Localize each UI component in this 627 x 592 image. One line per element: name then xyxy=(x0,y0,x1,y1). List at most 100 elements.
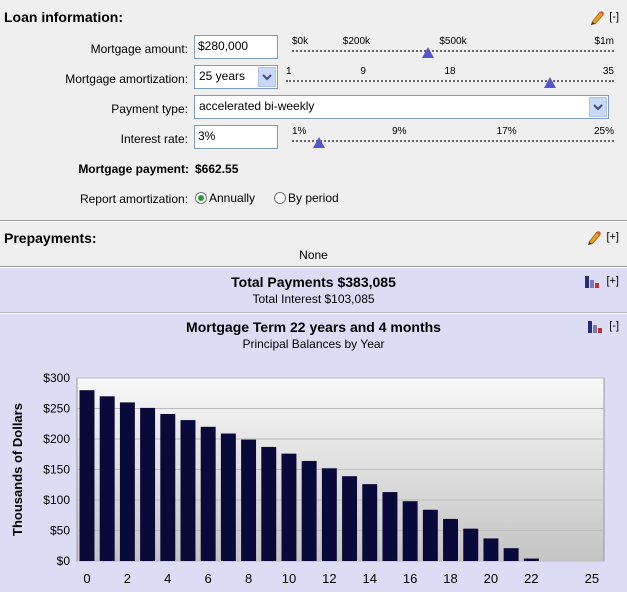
mortgage-amount-tick-label: $1m xyxy=(594,36,614,47)
bar-year-13 xyxy=(342,476,358,561)
bar-year-4 xyxy=(160,413,176,561)
amortization-slider[interactable]: 1 9 18 35 xyxy=(286,66,614,90)
bar-year-6 xyxy=(200,426,216,561)
report-by-period-option[interactable]: By period xyxy=(274,191,339,205)
total-interest: Total Interest $103,085 xyxy=(252,292,375,306)
amortization-tick-label: 1 xyxy=(286,66,292,77)
x-tick-label: 2 xyxy=(124,571,131,586)
interest-rate-tick-label: 17% xyxy=(496,126,517,137)
chevron-down-icon[interactable] xyxy=(258,67,276,87)
amortization-tick-label: 9 xyxy=(360,66,366,77)
mortgage-amount-tick-label: $0k xyxy=(292,36,309,47)
slider-track xyxy=(292,140,614,142)
amortization-slider-thumb[interactable] xyxy=(543,77,556,88)
bar-year-5 xyxy=(180,420,196,561)
bar-year-0 xyxy=(79,390,95,561)
mortgage-amount-slider[interactable]: $0k $200k $500k $1m xyxy=(292,36,614,60)
y-tick-label: $250 xyxy=(43,402,70,416)
payment-type-label: Payment type: xyxy=(111,102,188,116)
mortgage-amortization-label: Mortgage amortization: xyxy=(65,72,188,86)
radio-selected-icon[interactable] xyxy=(195,192,207,204)
y-tick-label: $150 xyxy=(43,463,70,477)
interest-rate-tick-label: 1% xyxy=(292,126,307,137)
mortgage-payment-label: Mortgage payment: xyxy=(78,162,189,176)
x-tick-label: 4 xyxy=(164,571,171,586)
x-tick-label: 0 xyxy=(83,571,90,586)
radio-unselected-icon[interactable] xyxy=(274,192,286,204)
prepayments-value: None xyxy=(299,248,328,262)
prepayments-panel: Prepayments: [+] None xyxy=(0,222,627,267)
total-payments: Total Payments $383,085 xyxy=(231,274,396,290)
collapse-toggle[interactable]: [-] xyxy=(609,11,619,23)
bar-year-22 xyxy=(523,558,539,561)
interest-rate-slider[interactable]: 1% 9% 17% 25% xyxy=(292,126,614,150)
x-tick-label: 14 xyxy=(363,571,377,586)
loan-information-panel: Loan information: [-] Mortgage amount: $… xyxy=(0,0,627,221)
bar-year-11 xyxy=(301,460,317,561)
mortgage-amount-slider-thumb[interactable] xyxy=(421,47,434,58)
interest-rate-tick-label: 25% xyxy=(593,126,614,137)
prepayments-title: Prepayments: xyxy=(4,230,97,246)
edit-pencil-icon[interactable] xyxy=(586,229,602,245)
bar-year-16 xyxy=(402,501,418,561)
chart-title: Mortgage Term 22 years and 4 months xyxy=(186,319,441,335)
x-tick-label: 25 xyxy=(585,571,599,586)
x-tick-label: 20 xyxy=(484,571,498,586)
interest-rate-input[interactable]: 3% xyxy=(194,125,278,149)
principal-balance-chart: $300 $250 $200 $150 $100 $50 $0 0 2 4 6 8 10 12 14 16 18… xyxy=(10,371,605,586)
bar-year-19 xyxy=(463,528,479,561)
bar-chart-icon[interactable] xyxy=(587,319,605,333)
bar-year-8 xyxy=(241,439,257,561)
bar-year-3 xyxy=(140,407,156,561)
mortgage-amount-input[interactable]: $280,000 xyxy=(194,35,278,59)
edit-pencil-icon[interactable] xyxy=(589,9,605,25)
bar-chart-icon[interactable] xyxy=(584,274,602,288)
report-by-period-label: By period xyxy=(288,191,339,205)
x-tick-label: 12 xyxy=(322,571,336,586)
interest-rate-slider-thumb[interactable] xyxy=(312,137,325,148)
bar-year-17 xyxy=(422,509,438,561)
bar-year-18 xyxy=(443,518,459,561)
mortgage-amount-tick-label: $500k xyxy=(439,36,467,47)
slider-track xyxy=(292,50,614,52)
bar-year-14 xyxy=(362,484,378,561)
mortgage-amortization-select[interactable]: 25 years xyxy=(194,65,278,89)
expand-toggle[interactable]: [+] xyxy=(606,275,619,287)
payment-type-select[interactable]: accelerated bi-weekly xyxy=(194,95,609,119)
y-tick-label: $50 xyxy=(50,524,70,538)
loan-information-title: Loan information: xyxy=(4,9,123,25)
x-tick-label: 6 xyxy=(205,571,212,586)
amortization-tick-label: 35 xyxy=(602,66,614,77)
collapse-toggle[interactable]: [-] xyxy=(609,320,619,332)
x-tick-label: 18 xyxy=(443,571,457,586)
report-annually-label: Annually xyxy=(209,191,256,205)
y-tick-label: $0 xyxy=(57,554,71,568)
bar-year-21 xyxy=(503,548,519,561)
mortgage-amount-label: Mortgage amount: xyxy=(90,42,188,56)
y-axis-label: Thousands of Dollars xyxy=(10,403,25,536)
payment-type-selected-value: accelerated bi-weekly xyxy=(199,99,315,113)
slider-track xyxy=(286,80,614,82)
y-tick-label: $200 xyxy=(43,432,70,446)
bar-year-2 xyxy=(119,402,135,561)
x-tick-label: 22 xyxy=(524,571,538,586)
interest-rate-tick-label: 9% xyxy=(392,126,407,137)
bar-year-12 xyxy=(321,468,337,561)
amortization-tick-label: 18 xyxy=(444,66,456,77)
chevron-down-icon[interactable] xyxy=(589,97,607,117)
expand-toggle[interactable]: [+] xyxy=(606,231,619,243)
bar-year-20 xyxy=(483,538,499,561)
x-tick-label: 16 xyxy=(403,571,417,586)
x-tick-label: 10 xyxy=(282,571,296,586)
interest-rate-label: Interest rate: xyxy=(120,132,188,146)
bar-year-15 xyxy=(382,492,398,561)
report-amortization-label: Report amortization: xyxy=(79,192,188,206)
totals-panel: Total Payments $383,085 Total Interest $… xyxy=(0,268,627,313)
amortization-selected-value: 25 years xyxy=(199,69,246,83)
y-tick-label: $100 xyxy=(43,493,70,507)
bar-year-9 xyxy=(261,446,277,561)
bar-year-1 xyxy=(99,396,115,561)
report-annually-option[interactable]: Annually xyxy=(195,191,255,205)
x-tick-label: 8 xyxy=(245,571,252,586)
mortgage-amount-tick-label: $200k xyxy=(342,36,371,47)
